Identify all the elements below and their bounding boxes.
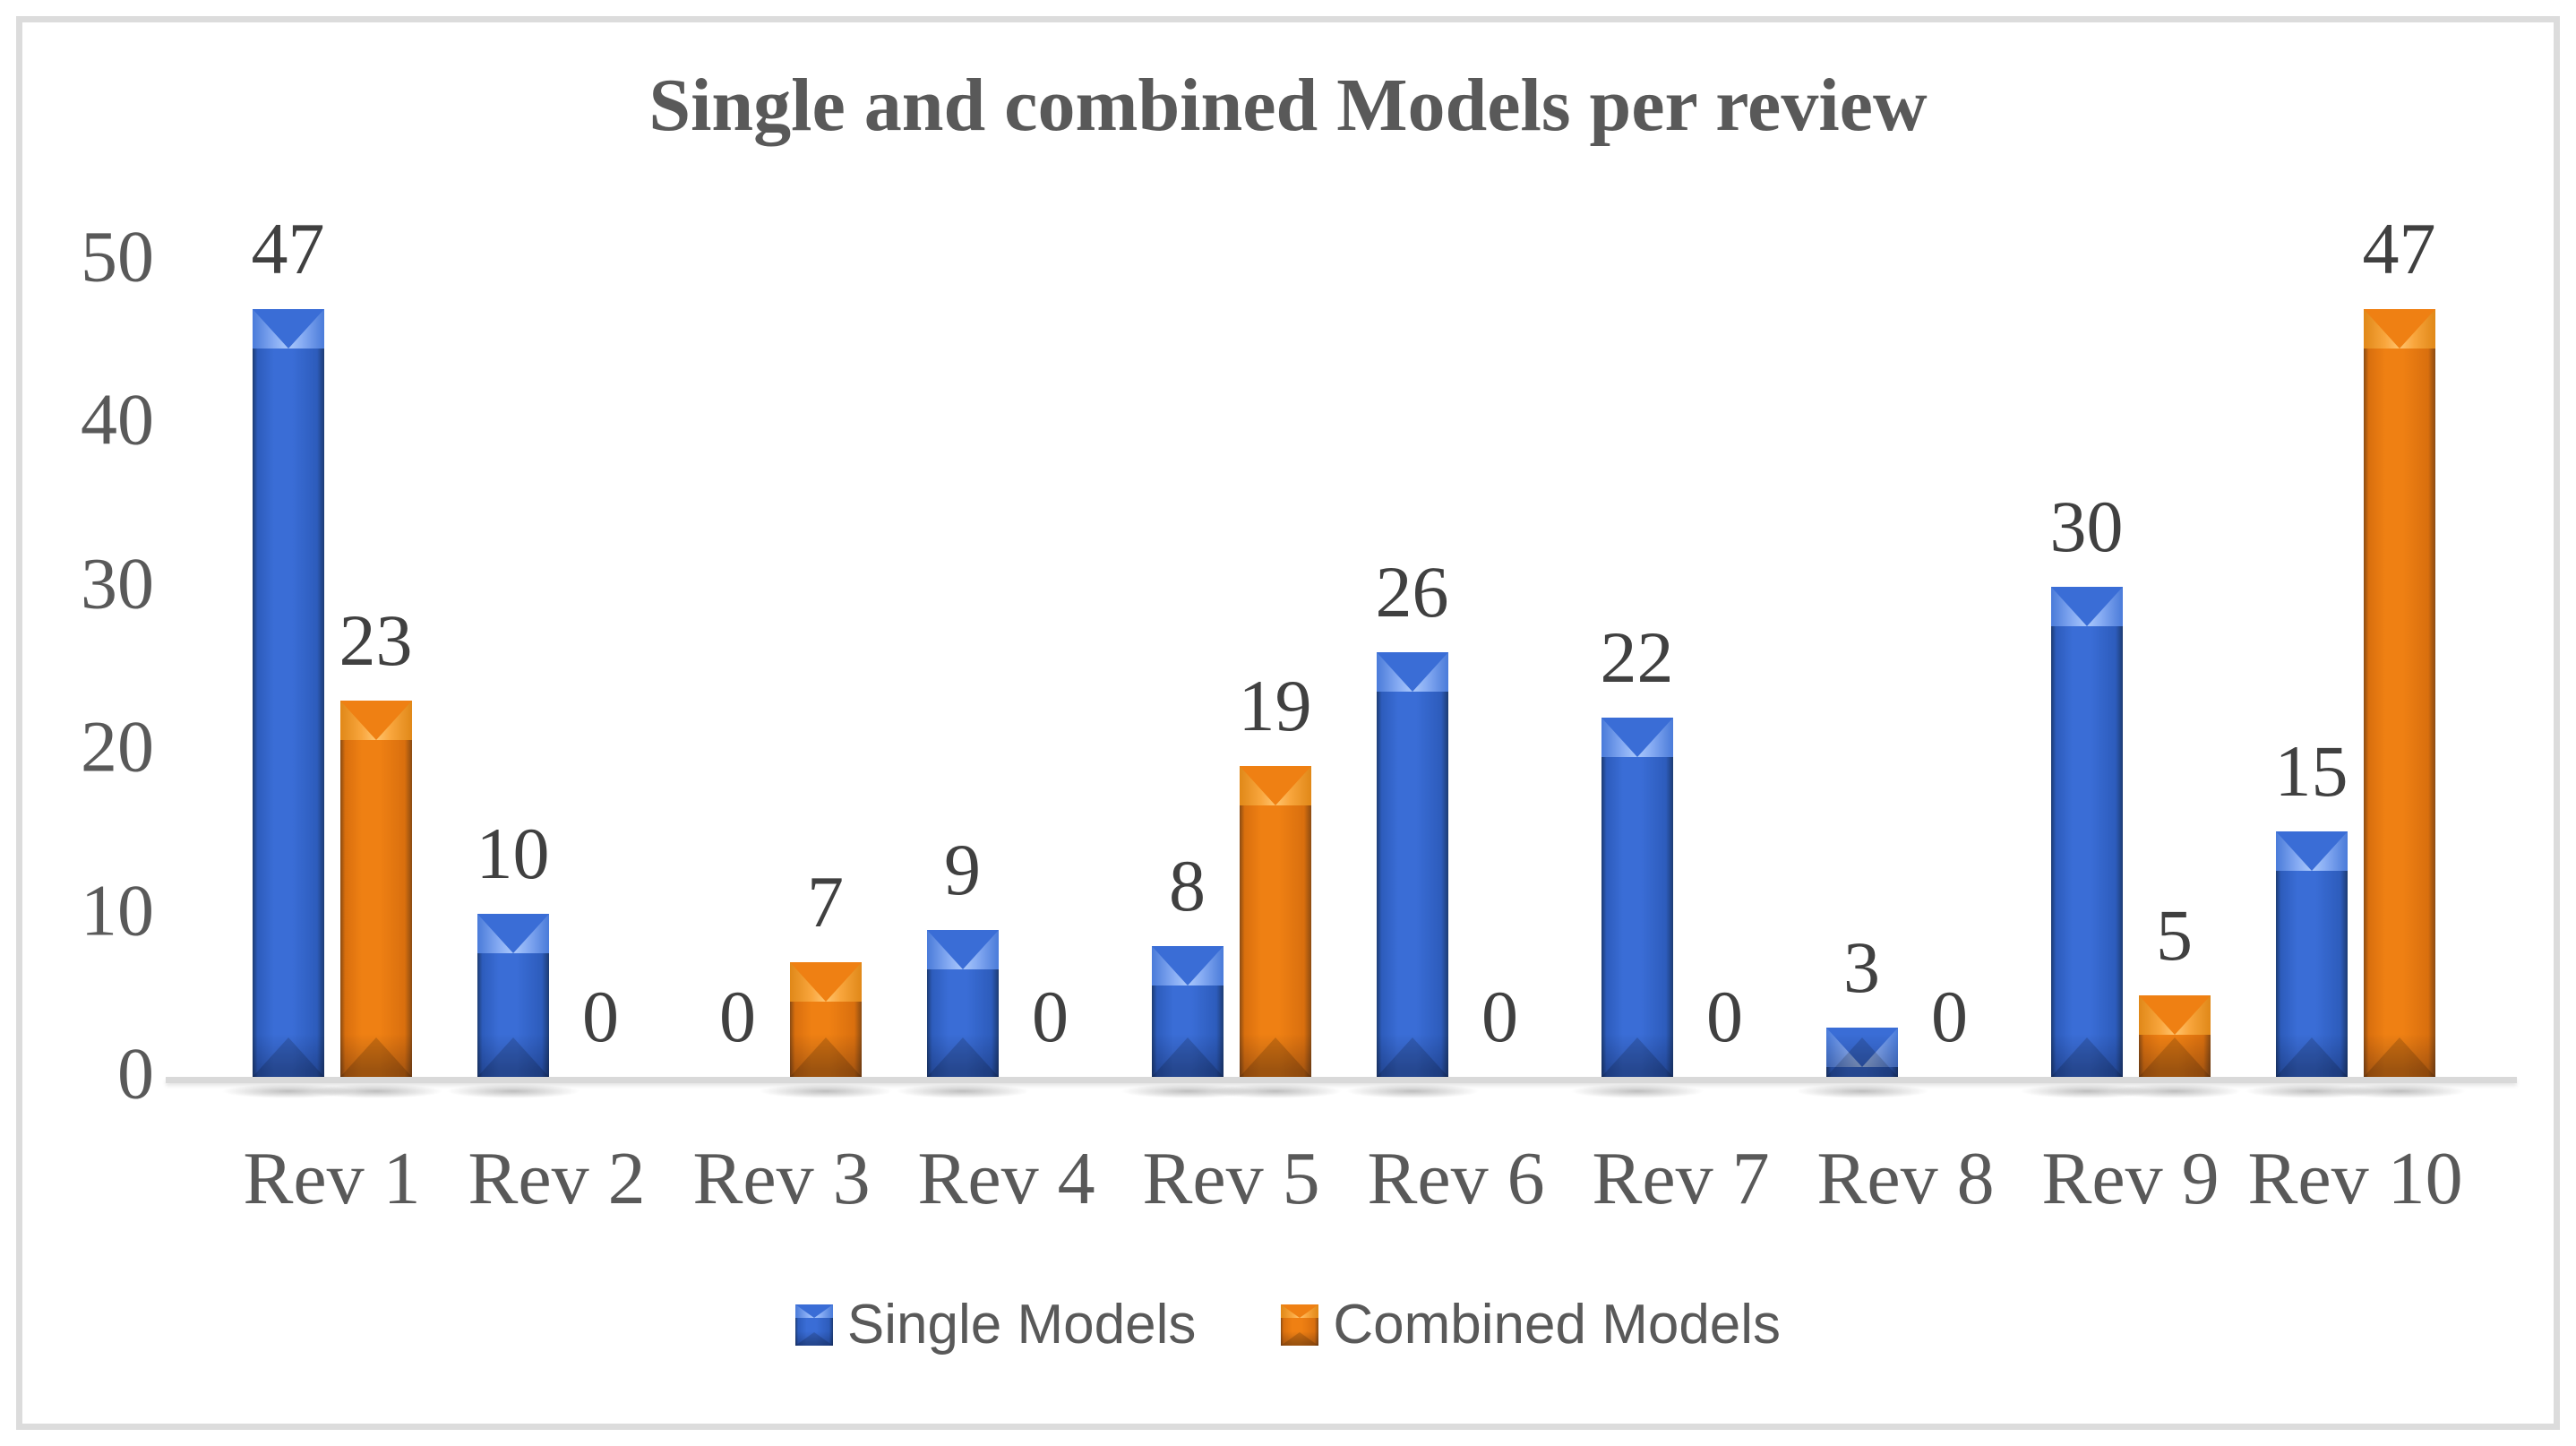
- bar-single-models: [2050, 586, 2123, 1077]
- y-tick-label: 20: [81, 705, 154, 788]
- data-label-single-models: 22: [1600, 615, 1674, 698]
- data-label-combined-models: 5: [2156, 893, 2193, 976]
- data-label-combined-models: 0: [1706, 976, 1743, 1057]
- bar-single-models: [1825, 1028, 1898, 1077]
- data-label-single-models: 10: [476, 812, 550, 894]
- category-rev-8: 3 0 Rev 8: [1793, 260, 2018, 1217]
- bar-shadow: [1207, 1084, 1343, 1098]
- x-tick-label: Rev 4: [917, 1137, 1095, 1220]
- y-tick-label: 40: [81, 379, 154, 461]
- category-rev-2: 10 0 Rev 2: [444, 260, 669, 1217]
- legend-item-combined-models: Combined Models: [1281, 1297, 1781, 1353]
- data-label-single-models: 0: [719, 976, 756, 1057]
- bar-shadow: [758, 1084, 893, 1098]
- data-label-single-models: 8: [1169, 845, 1206, 927]
- legend-label-single-models: Single Models: [846, 1294, 1197, 1356]
- data-label-single-models: 30: [2049, 485, 2124, 567]
- legend: Single Models Combined Models: [0, 1297, 2576, 1353]
- x-tick-label: Rev 7: [1592, 1137, 1770, 1220]
- data-label-single-models: 15: [2274, 730, 2348, 813]
- category-rev-9: 30 5 Rev 9: [2018, 260, 2243, 1217]
- category-rev-6: 26 0 Rev 6: [1344, 260, 1568, 1217]
- legend-swatch-combined-models: [1281, 1304, 1319, 1346]
- x-tick-label: Rev 1: [243, 1137, 421, 1220]
- x-axis-line: [166, 1077, 2517, 1083]
- category-rev-5: 8 19 Rev 5: [1119, 260, 1344, 1217]
- x-tick-label: Rev 6: [1367, 1137, 1545, 1220]
- bar-shadow: [895, 1084, 1030, 1098]
- data-label-combined-models: 0: [582, 976, 619, 1057]
- legend-swatch-single-models: [794, 1304, 833, 1346]
- chart-title: Single and combined Models per review: [648, 64, 1928, 147]
- data-label-combined-models: 47: [2362, 207, 2436, 289]
- category-rev-3: 0 7 Rev 3: [669, 260, 894, 1217]
- bar-shadow: [2244, 1084, 2379, 1098]
- bar-shadow: [1794, 1084, 1929, 1098]
- data-label-single-models: 9: [944, 828, 981, 910]
- bar-combined-models: [789, 962, 862, 1077]
- data-label-combined-models: 19: [1238, 665, 1312, 747]
- bar-shadow: [1569, 1084, 1704, 1098]
- bar-shadow: [445, 1084, 580, 1098]
- y-tick-label: 30: [81, 542, 154, 624]
- category-rev-10: 15 47 Rev 10: [2243, 211, 2468, 1217]
- y-tick-label: 0: [117, 1032, 154, 1115]
- x-tick-label: Rev 3: [692, 1137, 871, 1220]
- bar-shadow: [2019, 1084, 2154, 1098]
- data-label-combined-models: 23: [339, 599, 413, 682]
- bar-combined-models: [339, 701, 412, 1077]
- bar-single-models: [477, 913, 549, 1077]
- x-tick-label: Rev 8: [1816, 1137, 1995, 1220]
- bar-single-models: [1151, 946, 1224, 1077]
- data-label-single-models: 3: [1843, 926, 1880, 1009]
- bar-single-models: [926, 929, 999, 1077]
- bar-combined-models: [2138, 994, 2211, 1077]
- bar-single-models: [2275, 831, 2348, 1077]
- x-tick-label: Rev 5: [1142, 1137, 1320, 1220]
- legend-item-single-models: Single Models: [794, 1294, 1197, 1356]
- data-label-combined-models: 0: [1032, 976, 1069, 1057]
- bar-single-models: [1601, 717, 1673, 1077]
- y-tick-label: 50: [81, 215, 154, 297]
- bar-shadow: [220, 1084, 356, 1098]
- data-label-combined-models: 7: [807, 861, 844, 943]
- y-tick-label: 10: [81, 869, 154, 951]
- bar-shadow: [308, 1084, 443, 1098]
- bar-combined-models: [2363, 308, 2435, 1077]
- bar-shadow: [1120, 1084, 1255, 1098]
- x-tick-label: Rev 10: [2247, 1137, 2463, 1220]
- category-rev-4: 9 0 Rev 4: [894, 260, 1119, 1217]
- bar-shadow: [2107, 1084, 2242, 1098]
- x-tick-label: Rev 9: [2041, 1137, 2220, 1220]
- category-rev-1: 47 23 Rev 1: [219, 211, 444, 1217]
- x-tick-label: Rev 2: [468, 1137, 646, 1220]
- category-rev-7: 22 0 Rev 7: [1568, 260, 1793, 1217]
- data-label-combined-models: 0: [1481, 976, 1518, 1057]
- legend-label-combined-models: Combined Models: [1333, 1294, 1782, 1356]
- bar-shadow: [1344, 1084, 1480, 1098]
- data-label-single-models: 47: [251, 207, 325, 289]
- bar-single-models: [252, 308, 324, 1077]
- bar-single-models: [1376, 651, 1448, 1077]
- bar-combined-models: [1239, 766, 1311, 1077]
- data-label-combined-models: 0: [1931, 976, 1968, 1057]
- data-label-single-models: 26: [1375, 550, 1449, 633]
- bar-shadow: [2331, 1084, 2467, 1098]
